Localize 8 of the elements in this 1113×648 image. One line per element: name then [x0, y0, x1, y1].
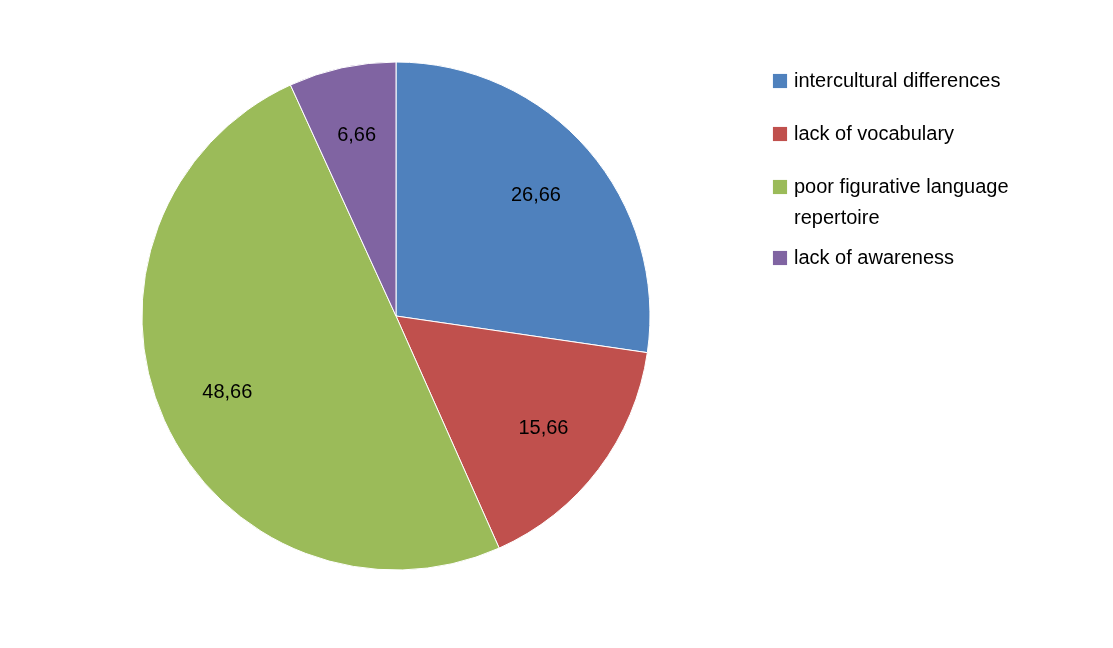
legend-label: lack of vocabulary [794, 122, 955, 144]
data-label: 15,66 [518, 415, 569, 438]
legend-label: poor figurative language repertoire [794, 175, 1009, 228]
legend-label: lack of awareness [794, 246, 955, 268]
data-label: 26,66 [510, 182, 561, 205]
data-label: 6,66 [337, 123, 377, 146]
legend-label: intercultural differences [794, 69, 1001, 91]
data-label: 48,66 [202, 380, 253, 403]
